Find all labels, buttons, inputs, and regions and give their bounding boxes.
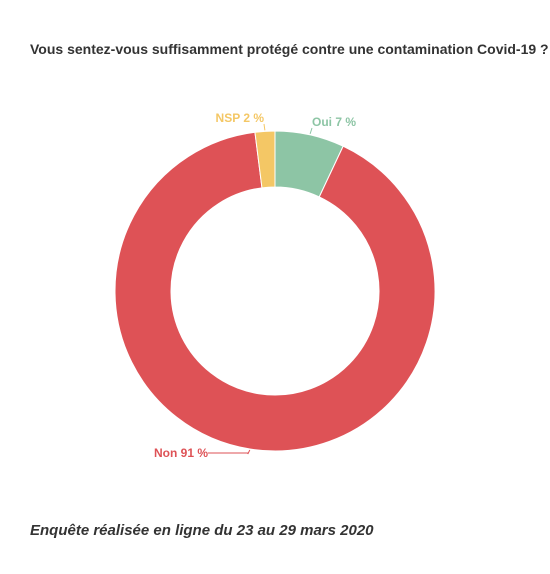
connector-non xyxy=(208,449,251,455)
connector-nsp xyxy=(263,123,266,131)
survey-footnote: Enquête réalisée en ligne du 23 au 29 ma… xyxy=(30,522,374,539)
slices-group xyxy=(114,130,436,452)
label-oui: Oui 7 % xyxy=(312,115,356,129)
connector-oui xyxy=(309,127,313,135)
slice-nsp xyxy=(254,130,276,189)
label-nsp: NSP 2 % xyxy=(216,111,265,125)
chart-title: Vous sentez-vous suffisamment protégé co… xyxy=(30,41,549,57)
slice-non xyxy=(114,131,436,452)
label-non: Non 91 % xyxy=(154,446,208,460)
labels-group: Oui 7 % Non 91 % NSP 2 % xyxy=(154,111,356,460)
